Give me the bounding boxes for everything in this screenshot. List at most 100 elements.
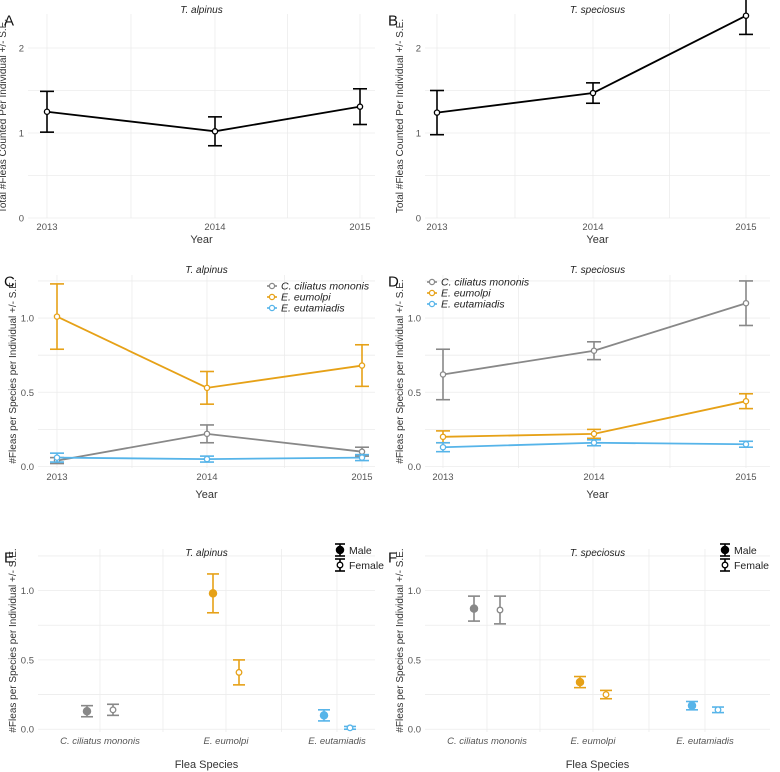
y-tick-label: 1.0 (21, 586, 34, 597)
data-point (590, 439, 598, 447)
panel-f: 0.0 0.5 1.0 C. ciliatus mononis E. eumolpi E.… (388, 543, 770, 771)
y-tick-label: 1 (19, 129, 24, 140)
legend-swatch-marker (336, 561, 344, 569)
panel-title: T. alpinus (180, 5, 222, 16)
x-tick-label: 2014 (583, 472, 604, 483)
y-tick-label: 0.5 (21, 655, 34, 666)
x-tick-label: E. eumolpi (204, 736, 250, 747)
y-tick-label: 1 (416, 129, 421, 140)
x-tick-label: 2013 (432, 472, 453, 483)
y-tick-label: 0.5 (408, 388, 421, 399)
data-point (439, 433, 447, 441)
legend-swatch-marker (268, 282, 276, 290)
x-axis-label: Year (586, 489, 609, 501)
x-tick-label: 2013 (426, 222, 447, 233)
y-axis-label: #Fleas per Species per Individual +/- S.… (395, 548, 406, 732)
data-point (53, 313, 61, 320)
x-axis-label: Year (190, 234, 213, 246)
legend-label: Male (734, 545, 757, 557)
x-tick-label: 2015 (735, 222, 756, 233)
y-tick-label: 1.0 (21, 314, 34, 325)
x-tick-label: E. eutamiadis (676, 736, 734, 747)
data-point (439, 443, 447, 451)
y-tick-label: 2 (19, 44, 24, 55)
data-point-male (208, 589, 218, 598)
legend-swatch-marker (721, 561, 729, 569)
data-point-female (714, 706, 722, 714)
x-tick-label: 2013 (46, 472, 67, 483)
panel-d: 0.0 0.5 1.0 2013 2014 2015 T. speciosus Year #Fl… (388, 265, 770, 501)
y-tick-label: 0 (19, 214, 24, 225)
y-tick-label: 1.0 (408, 586, 421, 597)
x-tick-label: 2014 (582, 222, 603, 233)
legend-swatch-marker (428, 300, 436, 308)
x-axis-label: Flea Species (566, 759, 630, 771)
x-tick-label: 2014 (196, 472, 217, 483)
y-tick-label: 0.0 (21, 725, 34, 736)
x-tick-label: E. eutamiadis (308, 736, 366, 747)
panel-letter: E (4, 549, 14, 566)
panel-letter: F (388, 549, 397, 566)
x-tick-label: 2015 (735, 472, 756, 483)
data-point (742, 299, 750, 307)
legend-swatch-marker (428, 289, 436, 297)
panel-title: T. alpinus (185, 548, 227, 559)
data-point (358, 448, 366, 455)
data-point-female (496, 606, 504, 614)
series-line (56, 315, 363, 389)
data-point-female (346, 724, 354, 732)
legend-swatch-marker (268, 293, 276, 301)
panel-e: 0.0 0.5 1.0 C. ciliatus mononis E. eumolpi E.… (4, 543, 384, 771)
panel-b: 0 1 2 2013 2014 2015 T. speciosus Year Total #Fl… (388, 0, 770, 246)
x-tick-label: 2014 (204, 222, 225, 233)
panel-letter: B (388, 12, 398, 29)
x-tick-label: 2015 (349, 222, 370, 233)
legend-label: E. eutamiadis (281, 303, 345, 315)
data-point-male (575, 677, 585, 687)
data-point (43, 108, 51, 116)
panel-c: 0.0 0.5 1.0 2013 2014 2015 T. alpinus Year #Flea… (4, 265, 375, 501)
x-axis-label: Year (586, 234, 609, 246)
y-tick-label: 0.5 (408, 655, 421, 666)
data-point (203, 430, 211, 438)
data-point (589, 89, 597, 97)
legend-label: E. eutamiadis (441, 299, 505, 311)
panel-title: T. speciosus (570, 265, 625, 276)
data-point-male (319, 711, 329, 720)
legend-label: Female (734, 560, 769, 572)
y-axis-label: #Fleas per Species per Individual +/- S.… (8, 279, 19, 463)
y-tick-label: 2 (416, 44, 421, 55)
panel-title: T. alpinus (185, 265, 227, 276)
x-tick-label: E. eumolpi (571, 736, 617, 747)
data-point (53, 454, 61, 461)
panel-a: 0 1 2 2013 2014 2015 T. alpinus Year Total #Flea… (0, 5, 375, 246)
y-tick-label: 0.0 (408, 462, 421, 473)
data-point (203, 455, 211, 463)
legend-label: Female (349, 560, 384, 572)
y-axis-label: Total #Fleas Counted Per Individual +/- … (395, 19, 406, 213)
x-tick-label: C. ciliatus mononis (447, 736, 527, 747)
data-point (358, 362, 366, 369)
data-point (433, 109, 441, 116)
series-line (436, 14, 747, 114)
legend-label: E. eumolpi (281, 292, 331, 304)
legend-label: Male (349, 545, 372, 557)
legend-swatch-marker (720, 545, 730, 555)
data-point (590, 430, 598, 438)
data-point-female (602, 691, 610, 699)
data-point (742, 397, 750, 405)
data-point-female (235, 668, 243, 676)
legend-label: E. eumolpi (441, 288, 491, 300)
x-tick-label: C. ciliatus mononis (60, 736, 140, 747)
series-line (46, 105, 361, 133)
x-tick-label: 2015 (351, 472, 372, 483)
y-tick-label: 1.0 (408, 314, 421, 325)
legend-swatch-marker (335, 545, 345, 555)
data-point-female (109, 706, 117, 714)
legend-label: C. ciliatus mononis (441, 277, 530, 289)
y-tick-label: 0.5 (21, 388, 34, 399)
data-point (439, 371, 447, 378)
legend-label: C. ciliatus mononis (281, 281, 370, 293)
data-point-male (469, 604, 479, 613)
